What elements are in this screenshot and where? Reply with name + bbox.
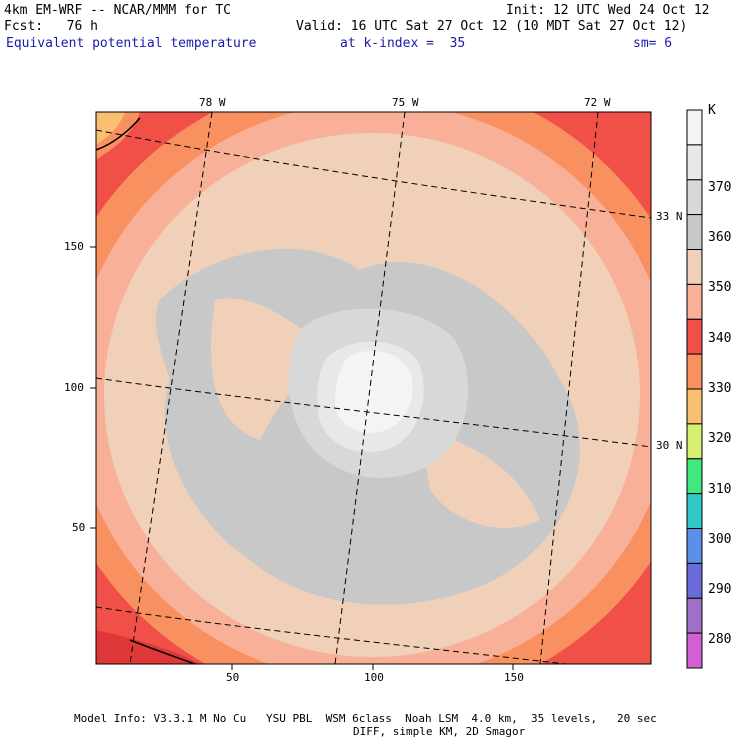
lon-label-72w: 72 W bbox=[584, 96, 611, 109]
colorbar-unit: K bbox=[708, 103, 716, 118]
colorbar-label-370: 370 bbox=[708, 180, 732, 195]
y-tick-100: 100 bbox=[64, 381, 84, 394]
colorbar-label-350: 350 bbox=[708, 280, 732, 295]
colorbar-box-340 bbox=[686, 388, 703, 425]
x-tick-50: 50 bbox=[226, 671, 240, 684]
colorbar-label-340: 340 bbox=[708, 331, 732, 346]
temperature-field bbox=[96, 112, 651, 664]
colorbar-box-280 bbox=[686, 597, 703, 634]
colorbar-label-300: 300 bbox=[708, 532, 732, 547]
colorbar-label-310: 310 bbox=[708, 482, 732, 497]
colorbar-label-330: 330 bbox=[708, 381, 732, 396]
colorbar-label-320: 320 bbox=[708, 431, 732, 446]
colorbar-box-c380 bbox=[686, 249, 703, 285]
colorbar-box-360 bbox=[686, 318, 703, 355]
colorbar-box-c410 bbox=[686, 144, 703, 181]
colorbar-box-c420 bbox=[686, 109, 703, 146]
colorbar-box-290 bbox=[686, 562, 703, 599]
lat-label-33n: 33 N bbox=[656, 210, 683, 223]
latlon-grid bbox=[96, 112, 651, 664]
lon-label-75w: 75 W bbox=[392, 96, 419, 109]
init-time: Init: 12 UTC Wed 24 Oct 12 bbox=[506, 3, 710, 18]
model-info-2: DIFF, simple KM, 2D Smagor bbox=[353, 725, 526, 738]
colorbar-box-c400 bbox=[686, 179, 703, 216]
valid-time: Valid: 16 UTC Sat 27 Oct 12 (10 MDT Sat … bbox=[296, 19, 688, 34]
y-tick-50: 50 bbox=[72, 521, 86, 534]
colorbar-box-310 bbox=[686, 493, 703, 530]
x-tick-150: 150 bbox=[504, 671, 524, 684]
lat-label-30n: 30 N bbox=[656, 439, 683, 452]
lon-label-78w: 78 W bbox=[199, 96, 226, 109]
y-tick-150: 150 bbox=[64, 240, 84, 253]
colorbar-box-below_280 bbox=[686, 632, 703, 669]
colorbar-box-330 bbox=[686, 423, 703, 460]
colorbar-box-c390 bbox=[686, 214, 703, 251]
colorbar bbox=[686, 109, 703, 669]
colorbar-label-280: 280 bbox=[708, 632, 732, 647]
field-name: Equivalent potential temperature bbox=[6, 36, 257, 51]
colorbar-label-290: 290 bbox=[708, 582, 732, 597]
model-info: Model Info: V3.3.1 M No Cu YSU PBL WSM 6… bbox=[74, 712, 657, 725]
colorbar-box-320 bbox=[686, 458, 703, 495]
colorbar-box-370 bbox=[686, 283, 703, 320]
smoothing-info: sm= 6 bbox=[633, 36, 673, 51]
forecast-hour: Fcst: 76 h bbox=[4, 19, 98, 34]
level-info: at k-index = 35 bbox=[340, 36, 466, 51]
colorbar-label-360: 360 bbox=[708, 230, 732, 245]
colorbar-box-300 bbox=[686, 528, 703, 564]
colorbar-box-350 bbox=[686, 353, 703, 390]
model-title: 4km EM-WRF -- NCAR/MMM for TC bbox=[4, 3, 231, 18]
x-tick-100: 100 bbox=[364, 671, 384, 684]
